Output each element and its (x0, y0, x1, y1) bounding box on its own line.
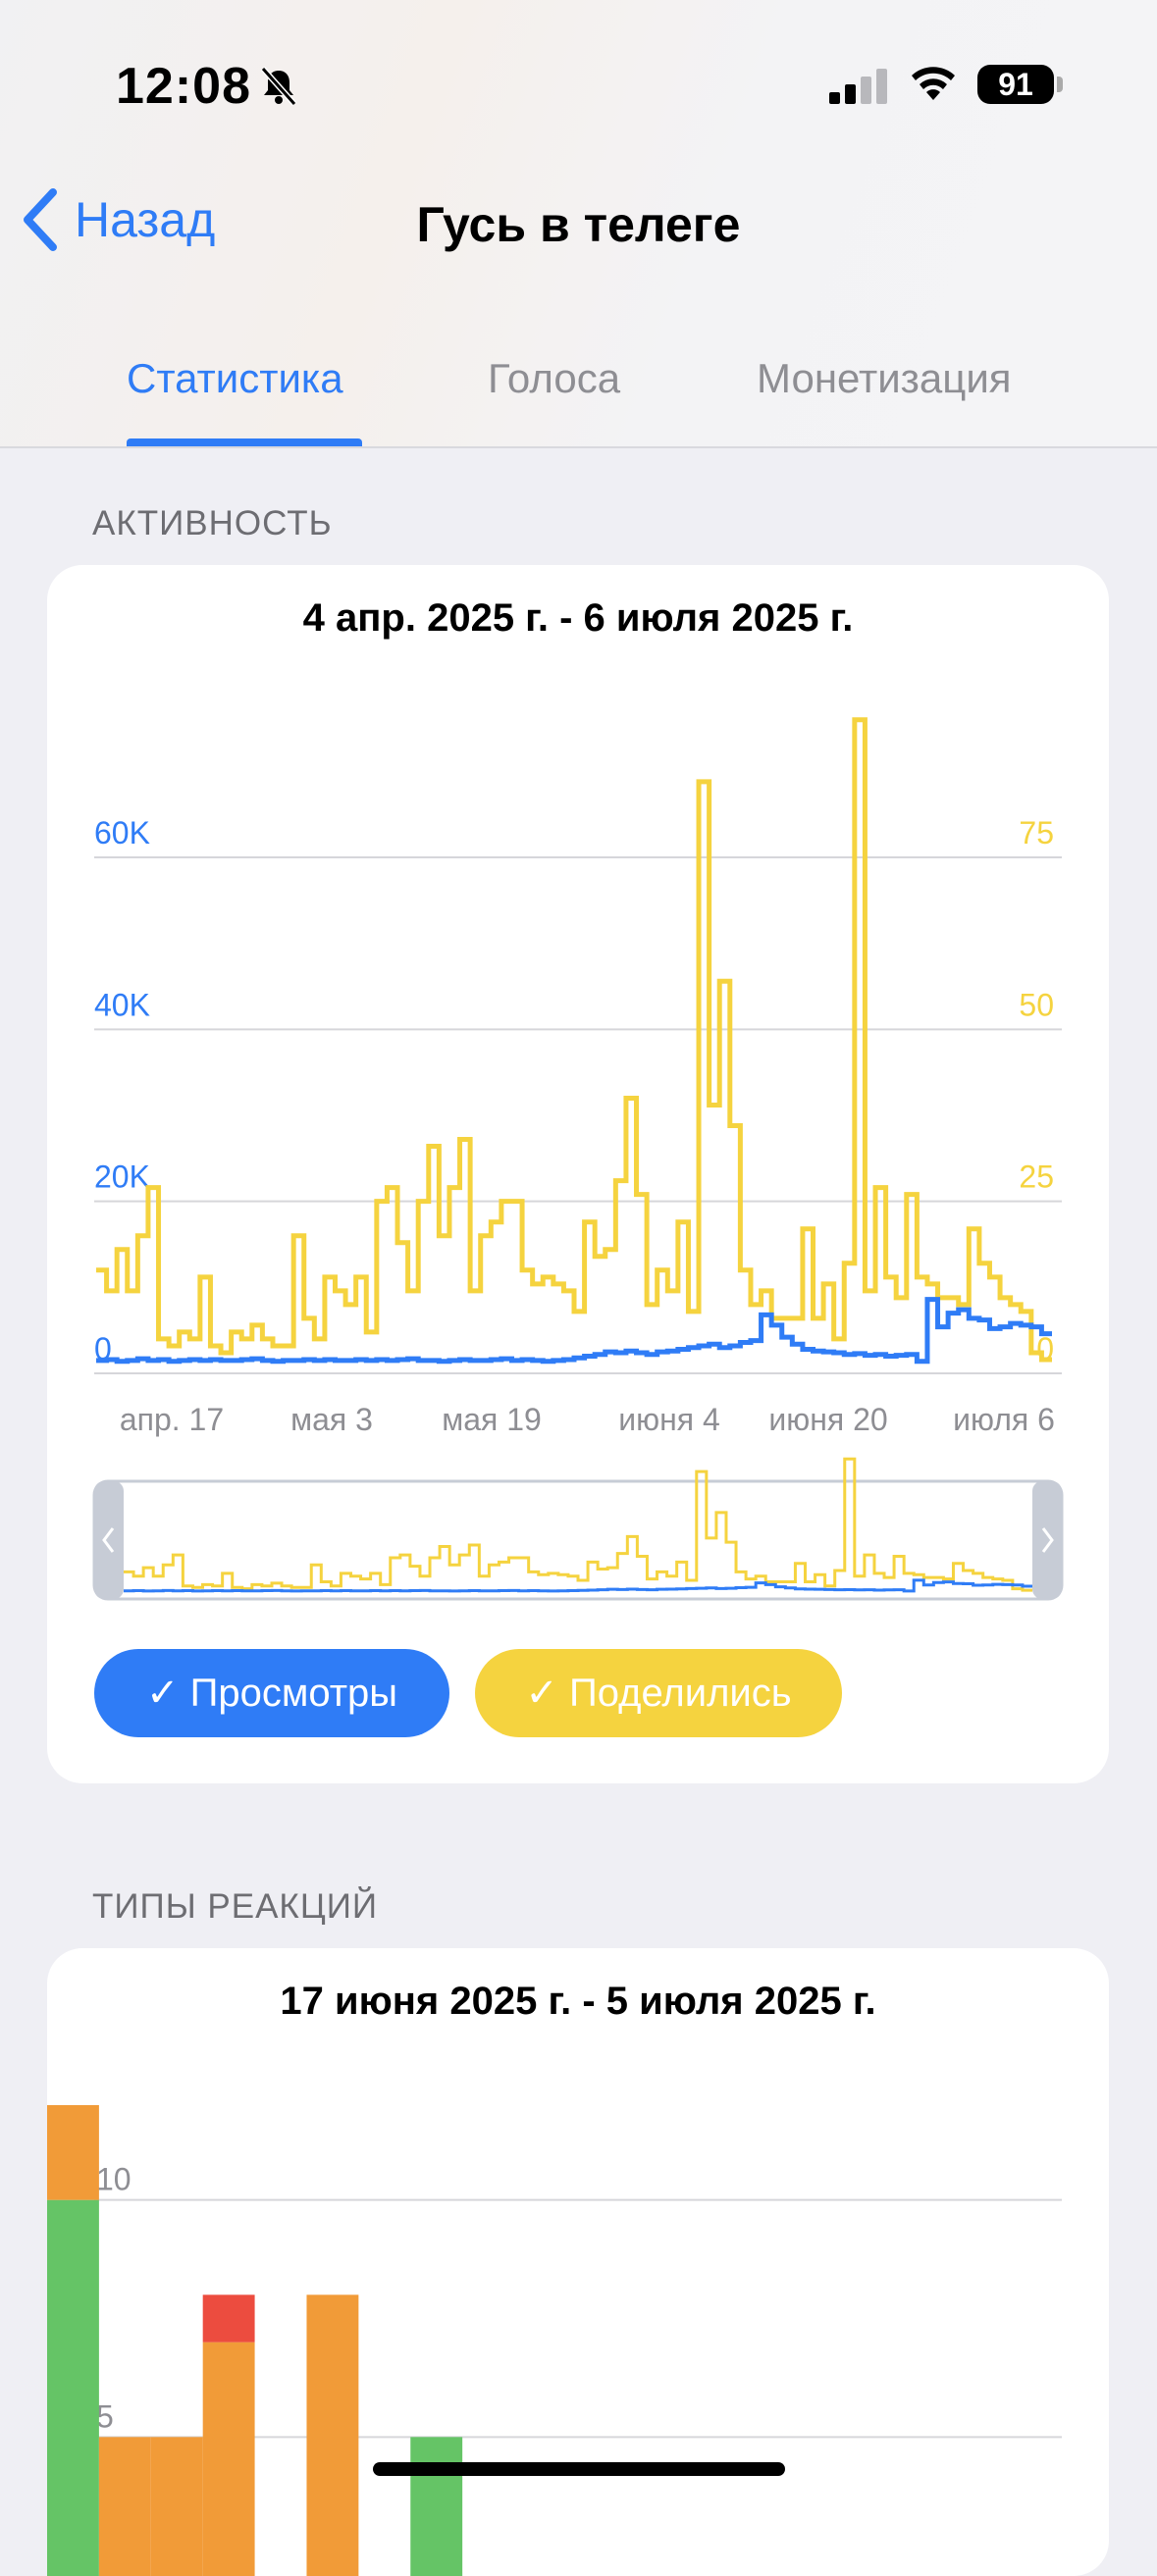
reactions-section-label: ТИПЫ РЕАКЦИЙ (92, 1887, 379, 1926)
chevron-left-icon (102, 1527, 115, 1553)
battery-icon: 91 (977, 65, 1054, 104)
wifi-icon (912, 67, 955, 100)
y-left-tick-label: 40K (94, 987, 150, 1022)
header-area (0, 0, 1157, 447)
navigator-shares-line (124, 1457, 1032, 1592)
tab-divider (0, 446, 1157, 448)
reaction-bar-segment (47, 2199, 99, 2576)
bell-muted-icon (260, 67, 297, 106)
shares-toggle-chip[interactable]: ✓ Поделились (475, 1649, 842, 1737)
reaction-bar-segment (202, 2294, 255, 2343)
activity-card: 4 апр. 2025 г. - 6 июля 2025 г. 0 0 20K 25 4… (47, 565, 1109, 1783)
reaction-bar-segment (202, 2342, 255, 2576)
y-right-tick-label: 75 (1019, 815, 1054, 850)
reaction-bar-segment (150, 2437, 203, 2576)
views-series-line (96, 1297, 1052, 1365)
navigator-right-handle (1032, 1481, 1062, 1599)
navigator-left-handle (94, 1481, 124, 1599)
y-tick-label: 10 (96, 2162, 131, 2197)
chevron-left-icon (24, 188, 57, 251)
chevron-right-icon (1041, 1527, 1054, 1553)
activity-date-range[interactable]: 4 апр. 2025 г. - 6 июля 2025 г. (302, 596, 854, 640)
battery-tip (1057, 77, 1063, 92)
tab-active-indicator (127, 438, 362, 446)
back-button[interactable]: Назад (22, 188, 215, 251)
x-tick-label: июля 6 (953, 1402, 1055, 1437)
home-indicator (373, 2462, 785, 2476)
y-left-tick-label: 20K (94, 1159, 150, 1195)
reactions-card: 17 июня 2025 г. - 5 июля 2025 г. 5 10 (47, 1948, 1109, 2576)
y-left-tick-label: 60K (94, 815, 150, 850)
page-title: Гусь в телеге (416, 197, 741, 252)
views-toggle-chip[interactable]: ✓ Просмотры (94, 1649, 449, 1737)
shares-series-line (96, 717, 1052, 1363)
status-time: 12:08 (116, 58, 251, 115)
reaction-bar-segment (47, 2105, 99, 2200)
y-right-tick-label: 25 (1019, 1159, 1054, 1195)
navigator-views-line (124, 1578, 1032, 1593)
activity-section-label: АКТИВНОСТЬ (92, 504, 333, 542)
range-navigator (92, 1457, 1064, 1601)
reactions-date-range[interactable]: 17 июня 2025 г. - 5 июля 2025 г. (280, 1980, 876, 2023)
y-tick-label: 5 (96, 2398, 114, 2434)
y-right-tick-label: 50 (1019, 987, 1054, 1022)
x-tick-label: июня 20 (768, 1402, 887, 1437)
back-label: Назад (75, 192, 216, 247)
x-tick-label: мая 3 (290, 1402, 373, 1437)
x-tick-label: мая 19 (442, 1402, 542, 1437)
x-tick-label: апр. 17 (120, 1402, 224, 1437)
reactions-chart[interactable]: 5 10 (47, 1948, 1109, 2576)
tab-statistics[interactable]: Статистика (127, 355, 343, 401)
reaction-bar-segment (306, 2294, 359, 2576)
tab-monetization[interactable]: Монетизация (757, 355, 1012, 401)
reaction-bar-segment (410, 2437, 463, 2576)
x-tick-label: июня 4 (618, 1402, 720, 1437)
tab-votes[interactable]: Голоса (488, 355, 621, 401)
signal-icon (829, 69, 887, 104)
reaction-bar-segment (98, 2437, 151, 2576)
